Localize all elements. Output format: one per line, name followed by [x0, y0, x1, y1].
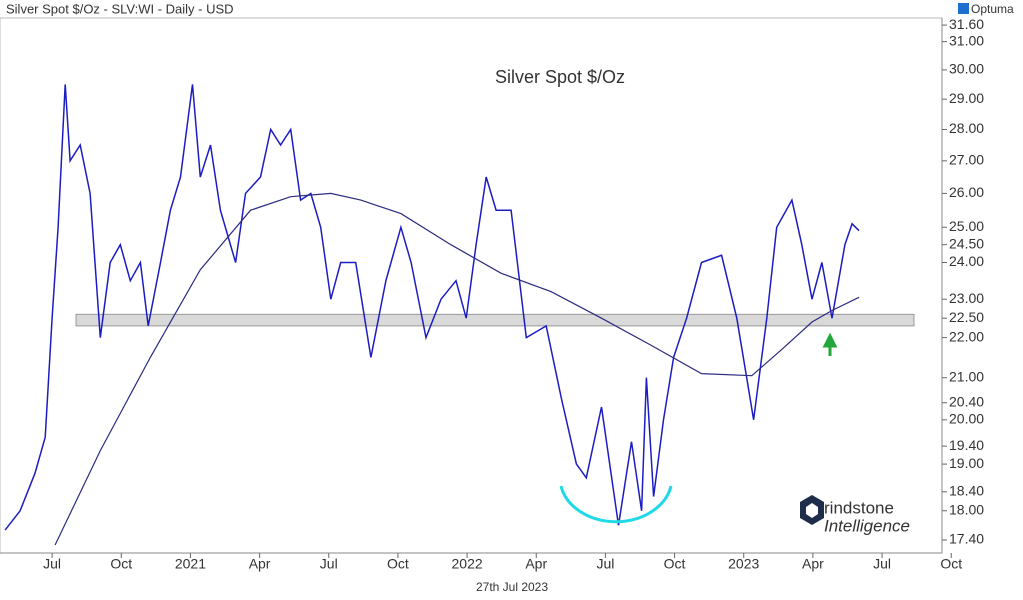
brand-icon	[958, 3, 969, 14]
chart-title: Silver Spot $/Oz	[495, 67, 625, 87]
x-tick-label: Apr	[525, 556, 547, 572]
y-tick-label: 18.40	[949, 482, 984, 498]
y-tick-label: 20.00	[949, 411, 984, 427]
logo-line2: Intelligence	[824, 516, 910, 535]
x-tick-label: Oct	[664, 556, 686, 572]
x-tick-label: 2021	[175, 556, 206, 572]
y-tick-label: 19.00	[949, 455, 984, 471]
y-tick-label: 30.00	[949, 61, 984, 77]
brand: Optuma	[971, 2, 1014, 16]
y-tick-label: 20.40	[949, 393, 984, 409]
price-line	[4, 84, 860, 531]
y-tick-label: 24.00	[949, 253, 984, 269]
y-tick-label: 22.50	[949, 309, 984, 325]
header-title: Silver Spot $/Oz - SLV:WI - Daily - USD	[6, 1, 234, 16]
y-tick-label: 27.00	[949, 152, 984, 168]
x-tick-label: 2022	[452, 556, 483, 572]
y-tick-label: 23.00	[949, 290, 984, 306]
y-tick-label: 22.00	[949, 328, 984, 344]
x-tick-label: 2023	[728, 556, 759, 572]
x-tick-label: Apr	[802, 556, 824, 572]
footer-date: 27th Jul 2023	[476, 580, 548, 594]
y-tick-label: 21.00	[949, 368, 984, 384]
y-tick-label: 31.60	[949, 16, 984, 32]
y-tick-label: 31.00	[949, 32, 984, 48]
y-tick-label: 17.40	[949, 531, 984, 547]
x-tick-label: Oct	[940, 556, 962, 572]
y-tick-label: 19.40	[949, 437, 984, 453]
x-tick-label: Apr	[249, 556, 271, 572]
y-tick-label: 28.00	[949, 120, 984, 136]
y-tick-label: 24.50	[949, 235, 984, 251]
y-tick-label: 26.00	[949, 184, 984, 200]
x-tick-label: Oct	[110, 556, 132, 572]
x-tick-label: Jul	[596, 556, 614, 572]
support-band	[75, 313, 915, 327]
x-tick-label: Jul	[873, 556, 891, 572]
x-tick-label: Oct	[387, 556, 409, 572]
logo-line1: rindstone	[824, 498, 894, 517]
y-tick-label: 25.00	[949, 218, 984, 234]
x-tick-label: Jul	[43, 556, 61, 572]
logo-icon	[800, 495, 824, 525]
x-tick-label: Jul	[320, 556, 338, 572]
bottom-arc	[559, 485, 673, 524]
y-tick-label: 29.00	[949, 90, 984, 106]
price-line	[54, 192, 860, 546]
y-tick-label: 18.00	[949, 501, 984, 517]
arrow	[822, 332, 838, 356]
